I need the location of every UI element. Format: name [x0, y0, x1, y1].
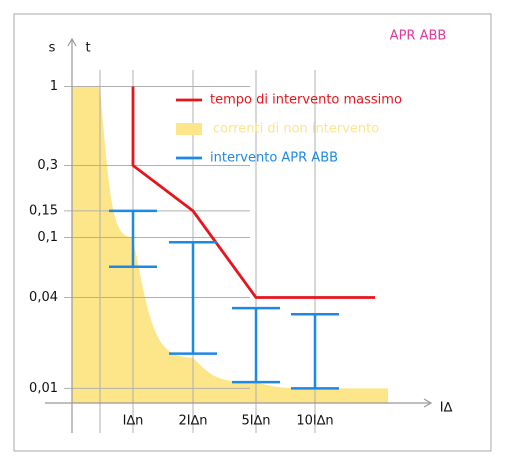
area-layer: [72, 86, 388, 403]
x-axis-label: I∆: [440, 401, 453, 416]
chart-title: APR ABB: [390, 29, 447, 44]
line: [131, 86, 375, 299]
y-tick-label: 1: [50, 79, 58, 94]
x-tick-label: 2I∆n: [178, 414, 207, 429]
marks-layer: [109, 86, 375, 390]
legend-label: correnti di non intervento: [213, 122, 379, 137]
plot: [64, 70, 388, 433]
area: [72, 86, 388, 403]
x-axis-arrow: [423, 398, 433, 408]
x-tick-label: 5I∆n: [241, 414, 270, 429]
y-axis-label: s: [49, 41, 56, 56]
x-tick-label: 10I∆n: [296, 414, 333, 429]
y-tick-label: 0,01: [29, 381, 58, 396]
y-tick-label: 0,1: [37, 230, 58, 245]
legend-label: intervento APR ABB: [210, 151, 338, 166]
y-tick-label: 0,04: [29, 290, 58, 305]
y-tick-label: 0,3: [37, 158, 58, 173]
legend-label: tempo di intervento massimo: [210, 93, 402, 108]
legend-swatch: [176, 123, 202, 135]
y-axis-arrow: [67, 37, 77, 47]
x-tick-label: I∆n: [123, 414, 144, 429]
y-tick-label: 0,15: [29, 203, 58, 218]
y-axis-label: t: [85, 41, 90, 56]
